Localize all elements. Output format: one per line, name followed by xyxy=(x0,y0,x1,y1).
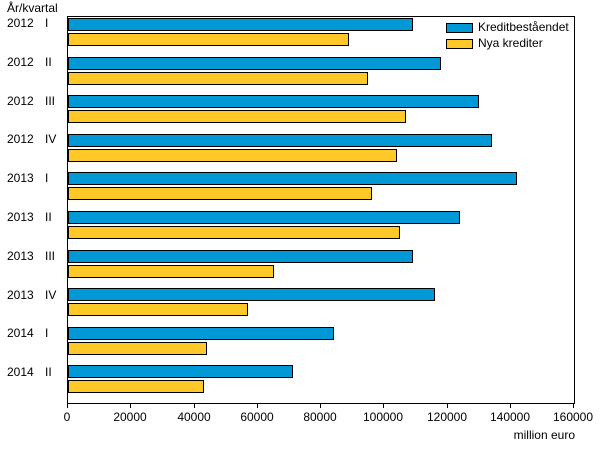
y-label-2012-IV: 2012 IV xyxy=(0,132,67,171)
y-axis-title: År/kvartal xyxy=(7,1,58,15)
bar-nya-krediter-2013-III xyxy=(68,264,274,278)
y-label-2014-I: 2014 I xyxy=(0,326,67,365)
legend-swatch-nya-krediter xyxy=(446,38,473,49)
y-label-2012-I: 2012 I xyxy=(0,16,67,55)
plot-area: Kreditbeståendet Nya krediter xyxy=(67,16,575,404)
bar-nya-krediter-2014-II xyxy=(68,380,204,394)
y-label-year: 2012 xyxy=(7,132,34,147)
bar-group-2013-III xyxy=(68,249,574,288)
y-label-year: 2013 xyxy=(7,171,34,186)
y-label-year: 2013 xyxy=(7,287,34,302)
x-tick-label-40000: 40000 xyxy=(177,410,211,424)
x-tick-label-0: 0 xyxy=(63,410,71,424)
legend-label: Kreditbeståendet xyxy=(478,20,569,34)
y-label-year: 2014 xyxy=(7,365,34,380)
bar-nya-krediter-2013-II xyxy=(68,225,400,239)
y-label-quarter: III xyxy=(45,248,56,263)
x-tick-0 xyxy=(67,404,68,408)
x-tick-label-80000: 80000 xyxy=(303,410,337,424)
y-label-quarter: II xyxy=(45,209,52,224)
y-label-quarter: I xyxy=(45,16,49,30)
bar-group-2012-III xyxy=(68,94,574,133)
x-tick-140000 xyxy=(510,404,511,408)
y-label-quarter: II xyxy=(45,365,52,380)
y-label-year: 2012 xyxy=(7,54,34,69)
bar-group-2014-II xyxy=(68,364,574,403)
bar-kreditbestaendet-2012-IV xyxy=(68,133,492,147)
y-label-year: 2012 xyxy=(7,93,34,108)
bar-kreditbestaendet-2013-IV xyxy=(68,288,435,302)
y-axis-labels: 2012 I 2012 II 2012 III 2012 IV 2013 I 2013 II 2013 I… xyxy=(0,16,67,404)
y-label-2013-I: 2013 I xyxy=(0,171,67,210)
bar-kreditbestaendet-2012-III xyxy=(68,95,479,109)
bar-group-2013-IV xyxy=(68,287,574,326)
x-tick-label-160000: 160000 xyxy=(552,410,594,424)
y-label-quarter: I xyxy=(45,326,49,341)
y-label-2013-III: 2013 III xyxy=(0,249,67,288)
x-tick-80000 xyxy=(320,404,321,408)
x-axis: 0 20000 40000 60000 80000 100000 120000 140000 1… xyxy=(63,404,593,434)
legend-swatch-kreditbestaendet xyxy=(446,22,473,33)
legend-entry-nya-krediter: Nya krediter xyxy=(446,37,569,50)
y-label-quarter: II xyxy=(45,54,52,69)
x-tick-label-120000: 120000 xyxy=(426,410,468,424)
y-label-year: 2014 xyxy=(7,326,34,341)
bar-kreditbestaendet-2014-I xyxy=(68,326,334,340)
x-tick-label-140000: 140000 xyxy=(489,410,531,424)
y-label-year: 2013 xyxy=(7,209,34,224)
x-tick-label-20000: 20000 xyxy=(113,410,147,424)
bar-group-2012-I xyxy=(68,17,574,56)
x-tick-20000 xyxy=(130,404,131,408)
bar-group-2012-II xyxy=(68,56,574,95)
legend-label: Nya krediter xyxy=(478,36,543,50)
bar-nya-krediter-2013-I xyxy=(68,187,372,201)
bar-group-2013-II xyxy=(68,210,574,249)
legend-entry-kreditbestaendet: Kreditbeståendet xyxy=(446,21,569,34)
x-tick-120000 xyxy=(447,404,448,408)
legend: Kreditbeståendet Nya krediter xyxy=(446,21,569,50)
bar-nya-krediter-2012-III xyxy=(68,110,406,124)
bar-nya-krediter-2012-I xyxy=(68,33,349,46)
y-label-2013-II: 2013 II xyxy=(0,210,67,249)
y-label-quarter: I xyxy=(45,171,49,186)
x-tick-160000 xyxy=(573,404,574,408)
x-tick-label-60000: 60000 xyxy=(240,410,274,424)
y-label-2012-II: 2012 II xyxy=(0,55,67,94)
y-label-2013-IV: 2013 IV xyxy=(0,288,67,327)
bar-kreditbestaendet-2013-I xyxy=(68,172,517,186)
bar-nya-krediter-2012-II xyxy=(68,71,368,85)
y-label-year: 2013 xyxy=(7,248,34,263)
bar-groups xyxy=(68,17,574,403)
y-label-2012-III: 2012 III xyxy=(0,94,67,133)
bar-kreditbestaendet-2012-I xyxy=(68,18,413,31)
x-tick-label-100000: 100000 xyxy=(362,410,404,424)
bar-nya-krediter-2014-I xyxy=(68,341,207,355)
x-tick-100000 xyxy=(383,404,384,408)
bar-group-2013-I xyxy=(68,171,574,210)
x-tick-60000 xyxy=(257,404,258,408)
x-axis-unit-label: million euro xyxy=(513,428,575,442)
y-label-quarter: IV xyxy=(45,287,57,302)
x-tick-40000 xyxy=(194,404,195,408)
bar-group-2012-IV xyxy=(68,133,574,172)
bar-nya-krediter-2013-IV xyxy=(68,303,248,317)
bar-kreditbestaendet-2012-II xyxy=(68,56,441,70)
y-label-year: 2012 xyxy=(7,16,34,30)
bar-group-2014-I xyxy=(68,326,574,365)
y-label-2014-II: 2014 II xyxy=(0,365,67,404)
y-label-quarter: IV xyxy=(45,132,57,147)
bar-kreditbestaendet-2014-II xyxy=(68,365,293,379)
y-label-quarter: III xyxy=(45,93,56,108)
bar-kreditbestaendet-2013-III xyxy=(68,249,413,263)
bar-kreditbestaendet-2013-II xyxy=(68,210,460,224)
bar-nya-krediter-2012-IV xyxy=(68,148,397,162)
